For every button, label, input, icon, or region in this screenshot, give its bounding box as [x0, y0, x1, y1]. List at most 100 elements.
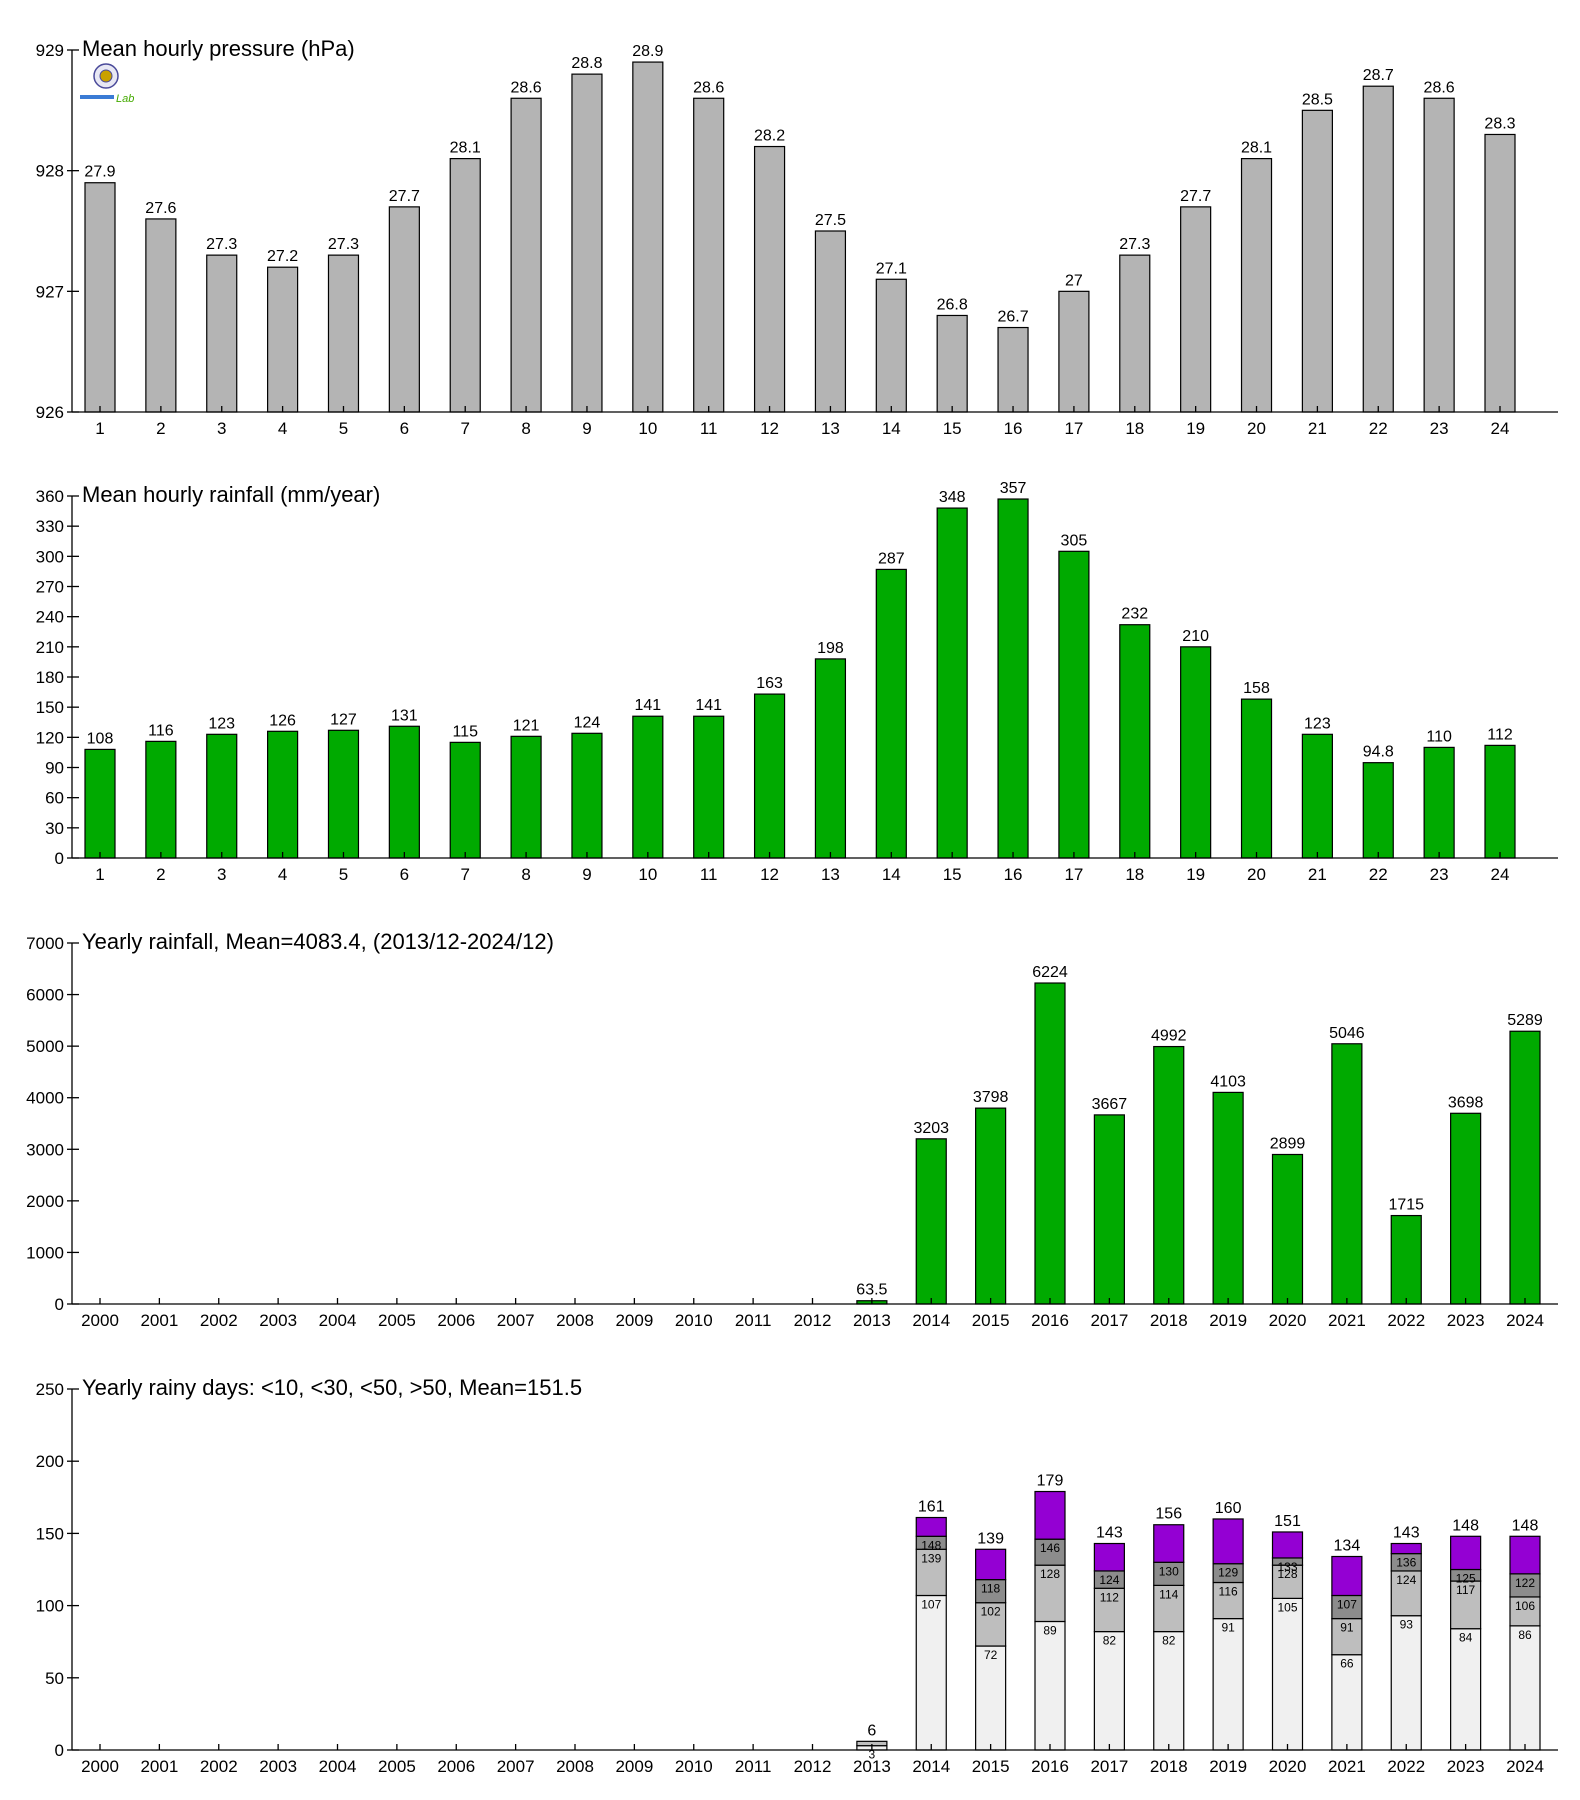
bar-segment: [1271, 1597, 1304, 1751]
bar-segment: [915, 1516, 947, 1537]
segment-label: 84: [1459, 1631, 1473, 1645]
data-label: 27.9: [84, 164, 115, 181]
bar: [1058, 290, 1090, 413]
logo-underline: [80, 95, 114, 99]
bar: [1034, 982, 1066, 1305]
logo-text: Lab: [116, 93, 134, 105]
bar-segment: [1034, 1620, 1066, 1751]
data-label: 6224: [1032, 964, 1068, 981]
bar: [1423, 97, 1455, 413]
x-tick-label: 2011: [735, 1757, 772, 1776]
y-tick-label: 270: [36, 578, 64, 597]
y-tick-label: 90: [45, 759, 64, 778]
y-tick-label: 300: [36, 547, 64, 566]
x-tick-label: 13: [821, 865, 840, 884]
bar: [1301, 733, 1333, 859]
segment-label: 117: [1456, 1583, 1475, 1597]
data-label: 3798: [973, 1089, 1009, 1106]
total-label: 134: [1334, 1538, 1361, 1555]
x-tick-label: 2007: [497, 1311, 535, 1330]
bar: [1212, 1091, 1244, 1305]
bar-segment: [1271, 1531, 1304, 1559]
data-label: 141: [695, 697, 722, 714]
data-label: 28.8: [571, 55, 602, 72]
segment-label: 86: [1518, 1628, 1532, 1642]
bar: [1484, 133, 1516, 413]
data-label: 232: [1121, 606, 1148, 623]
total-label: 161: [918, 1499, 945, 1516]
segment-label: 128: [1040, 1567, 1060, 1581]
total-label: 148: [1512, 1517, 1539, 1534]
x-tick-label: 11: [700, 419, 718, 438]
y-tick-label: 0: [55, 1295, 64, 1314]
bar-segment: [1212, 1581, 1244, 1620]
x-tick-label: 2023: [1447, 1757, 1485, 1776]
segment-label: 107: [921, 1597, 941, 1611]
x-tick-label: 2003: [259, 1757, 297, 1776]
bar: [1180, 646, 1212, 859]
bar-segment: [1212, 1518, 1244, 1565]
y-tick-label: 150: [36, 698, 64, 717]
bar-segment: [1331, 1617, 1363, 1656]
bar: [1484, 744, 1516, 859]
data-label: 27.1: [876, 260, 907, 277]
data-label: 115: [452, 723, 478, 740]
x-tick-label: 7: [460, 865, 469, 884]
x-tick-label: 2013: [853, 1757, 891, 1776]
segment-label: 146: [1040, 1541, 1060, 1555]
segment-label: 102: [981, 1605, 1001, 1619]
x-tick-label: 2000: [81, 1311, 119, 1330]
data-label: 27.2: [267, 248, 298, 265]
bar: [814, 658, 847, 859]
segment-label: 124: [1396, 1573, 1416, 1587]
bar-segment: [1390, 1542, 1422, 1555]
data-label: 4992: [1151, 1028, 1187, 1045]
bar: [632, 61, 664, 413]
bar-segment: [1450, 1580, 1482, 1630]
data-label: 287: [878, 550, 905, 567]
y-tick-label: 927: [36, 282, 64, 301]
bar: [510, 97, 542, 413]
x-tick-label: 2004: [319, 1757, 357, 1776]
x-tick-label: 2008: [556, 1311, 594, 1330]
data-label: 121: [513, 717, 540, 734]
segment-label: 82: [1103, 1634, 1117, 1648]
x-tick-label: 16: [1004, 865, 1023, 884]
bar-segment: [915, 1548, 947, 1597]
bar: [388, 725, 420, 859]
segment-label: 128: [1277, 1567, 1297, 1581]
segment-label: 72: [984, 1648, 998, 1662]
x-tick-label: 2018: [1150, 1311, 1188, 1330]
total-label: 143: [1096, 1525, 1123, 1542]
y-tick-label: 6000: [26, 986, 64, 1005]
data-label: 198: [817, 640, 844, 657]
x-tick-label: 18: [1125, 419, 1144, 438]
x-tick-label: 11: [700, 865, 718, 884]
x-tick-label: 13: [821, 419, 840, 438]
bar: [388, 206, 420, 413]
x-tick-label: 2009: [615, 1311, 653, 1330]
bar: [975, 1107, 1007, 1305]
bar: [936, 314, 968, 413]
data-label: 5289: [1507, 1012, 1543, 1029]
data-label: 28.1: [450, 140, 481, 157]
data-label: 123: [208, 715, 235, 732]
data-label: 27.7: [1180, 188, 1211, 205]
x-tick-label: 2020: [1269, 1757, 1307, 1776]
x-tick-label: 2006: [437, 1311, 475, 1330]
x-tick-label: 9: [582, 865, 591, 884]
bar-segment: [1509, 1625, 1541, 1751]
y-tick-label: 30: [45, 819, 64, 838]
y-tick-label: 330: [36, 517, 64, 536]
x-tick-label: 14: [882, 865, 901, 884]
bar: [84, 748, 116, 859]
data-label: 26.8: [937, 296, 968, 313]
bar-segment: [1450, 1535, 1482, 1571]
data-label: 27.3: [206, 236, 237, 253]
segment-label: 112: [1100, 1590, 1119, 1604]
bar-segment: [1153, 1524, 1185, 1563]
x-tick-label: 3: [217, 865, 226, 884]
segment-label: 118: [981, 1582, 1000, 1596]
segment-label: 139: [921, 1551, 941, 1565]
x-tick-label: 2002: [200, 1757, 238, 1776]
